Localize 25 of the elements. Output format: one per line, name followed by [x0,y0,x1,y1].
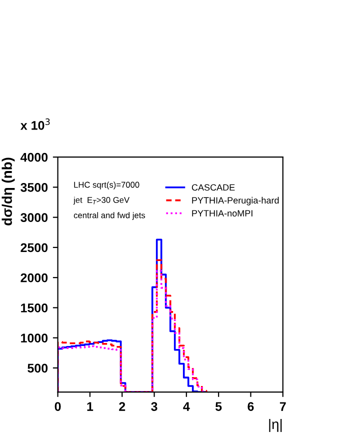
y-tick-label: 2500 [20,243,48,252]
x-tick-label: 7 [280,402,286,411]
annotation: central and fwd jets [74,212,146,220]
y-tick-label: 3000 [20,213,48,222]
annotation: jet E$_{T}$>30 GeV [73,196,130,205]
x-tick-label: 4 [183,402,190,411]
y-tick-label: 3500 [20,183,48,192]
y-tick-label: 4000 [20,152,48,162]
legend-label: PYTHIA-Perugia-hard [192,196,279,206]
x-tick-label: 1 [87,402,94,411]
y-tick-label: 1500 [21,303,48,312]
x-tick-label: 6 [248,402,254,411]
y-tick-label: 500 [28,364,48,373]
x-tick-label: 5 [215,402,222,411]
y-axis-title: dσ/dη (nb) [2,158,15,226]
text: x 10$^{3}$ [20,118,50,130]
x-axis-title: |η| [269,418,282,432]
legend-label: CASCADE [192,184,235,191]
y-tick-label: 2000 [20,273,48,282]
x-tick-label: 3 [151,402,158,411]
x-tick-label: 2 [119,402,126,411]
y-tick-label: 1000 [21,334,48,342]
x-tick-label: 0 [54,402,61,411]
legend-label: PYTHIA-noMPI [192,210,252,216]
annotation: LHC sqrt(s)=7000 [74,182,140,190]
